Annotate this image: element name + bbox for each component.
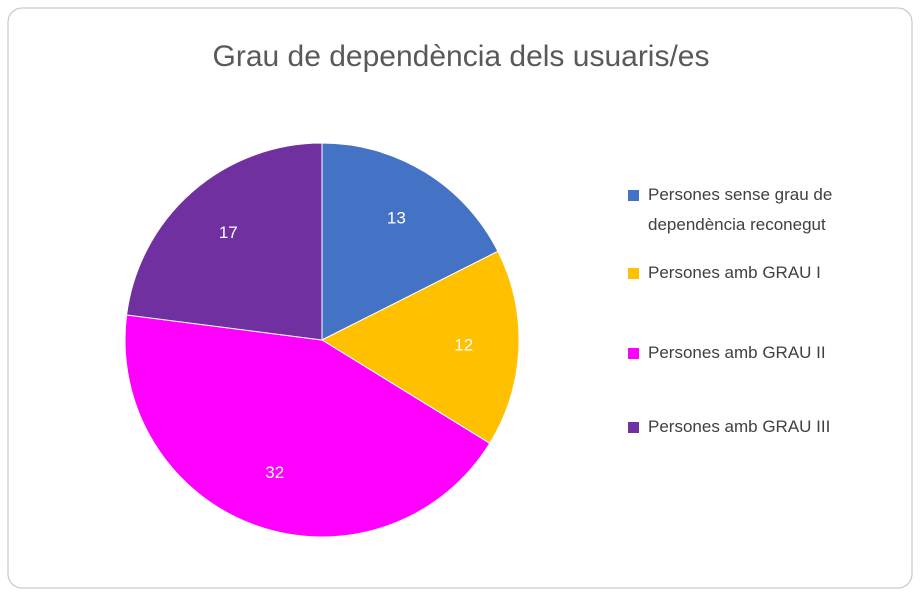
legend-item: Persones amb GRAU I (624, 258, 898, 288)
legend-label: Persones amb GRAU III (648, 417, 831, 436)
data-label: 32 (265, 463, 284, 482)
legend-label: Persones amb GRAU II (648, 343, 826, 362)
legend-swatch (628, 190, 639, 201)
legend-label: Persones sense grau de dependència recon… (648, 185, 833, 234)
pie-slice (320, 250, 520, 444)
pie-slice (124, 314, 491, 538)
legend-item: Persones sense grau de dependència recon… (624, 180, 898, 240)
data-label: 12 (454, 336, 473, 355)
data-label: 13 (387, 209, 406, 228)
legend-item: Persones amb GRAU II (624, 338, 898, 368)
data-label: 17 (219, 223, 238, 242)
pie-slice (126, 142, 323, 341)
legend-label: Persones amb GRAU I (648, 263, 821, 282)
chart-title: Grau de dependència dels usuaris/es (213, 40, 710, 73)
legend-swatch (628, 268, 639, 279)
legend-swatch (628, 348, 639, 359)
legend-item: Persones amb GRAU III (624, 412, 898, 442)
legend-swatch (628, 422, 639, 433)
pie-slice (321, 142, 499, 341)
